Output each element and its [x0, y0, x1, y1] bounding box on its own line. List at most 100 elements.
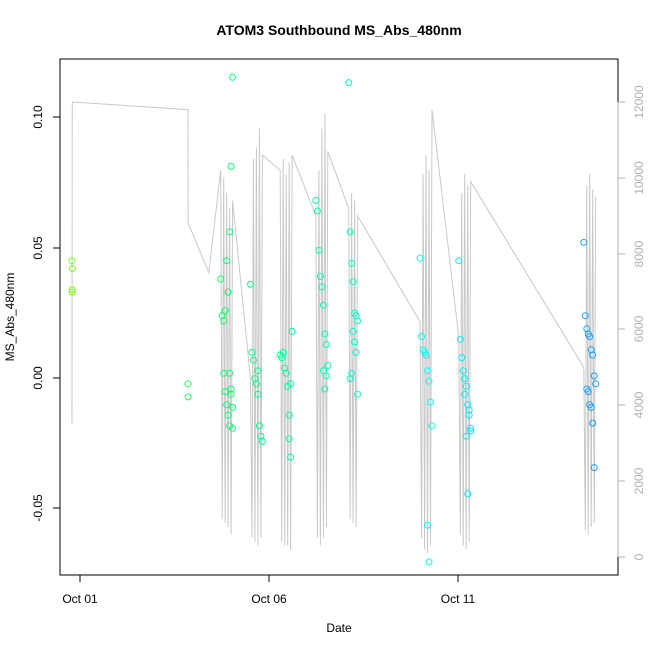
x-axis-label: Date: [326, 621, 352, 635]
data-point: [424, 367, 431, 375]
data-point: [223, 257, 231, 265]
y-right-tick-label: 8000: [632, 240, 646, 267]
y-tick-label: -0.05: [31, 494, 45, 522]
y-tick-label: 0.10: [31, 105, 45, 129]
data-point: [462, 432, 470, 440]
data-point: [258, 437, 266, 445]
data-point: [349, 278, 357, 286]
data-point: [425, 558, 433, 566]
data-point: [224, 288, 232, 296]
data-point: [321, 330, 329, 338]
depth-profile-line: [71, 101, 597, 554]
y-axis-left: -0.05 0.00 0.05 0.10: [31, 105, 61, 522]
y-right-tick-label: 4000: [632, 391, 646, 418]
data-point: [247, 280, 254, 288]
data-point: [584, 388, 592, 396]
data-point: [68, 288, 76, 296]
data-point: [458, 354, 466, 362]
data-point: [252, 380, 260, 388]
data-point: [255, 422, 263, 430]
data-point: [354, 390, 362, 398]
data-point: [221, 388, 229, 396]
data-point: [427, 398, 434, 406]
data-point: [282, 369, 290, 377]
data-point: [229, 403, 237, 411]
data-point: [346, 228, 354, 236]
data-point: [224, 411, 232, 419]
data-point: [424, 521, 431, 529]
data-point: [346, 375, 354, 383]
data-point: [184, 380, 192, 388]
data-point: [217, 275, 225, 283]
data-point: [68, 257, 76, 265]
data-point: [456, 335, 464, 343]
data-point: [226, 369, 234, 377]
data-point: [68, 265, 76, 272]
data-point: [68, 286, 76, 293]
y-right-tick-label: 2000: [632, 467, 646, 494]
data-point: [467, 424, 475, 432]
data-point: [464, 490, 472, 498]
data-point: [221, 307, 229, 314]
data-point: [465, 411, 473, 419]
data-point: [287, 453, 295, 461]
x-tick-label: Oct 01: [62, 592, 98, 606]
data-point: [581, 312, 589, 320]
data-points-layer: [68, 73, 600, 566]
data-point: [249, 356, 257, 364]
data-point: [227, 390, 235, 398]
data-point: [315, 246, 323, 254]
y-right-tick-label: 6000: [632, 315, 646, 342]
data-point: [321, 385, 329, 393]
data-point: [254, 367, 262, 375]
data-point: [229, 73, 237, 81]
data-point: [462, 382, 470, 390]
y-tick-label: 0.05: [31, 236, 45, 260]
x-tick-label: Oct 11: [441, 592, 476, 606]
y-right-tick-label: 0: [632, 553, 646, 560]
x-tick-label: Oct 06: [251, 592, 287, 606]
data-point: [467, 427, 475, 435]
data-point: [461, 375, 469, 383]
data-point: [322, 341, 330, 348]
plot-frame: [59, 58, 619, 576]
data-point: [229, 424, 237, 432]
data-point: [354, 317, 362, 325]
data-point: [416, 254, 424, 262]
y-axis-label: MS_Abs_480nm: [3, 273, 17, 362]
data-point: [351, 338, 359, 346]
data-point: [319, 301, 327, 309]
data-point: [465, 406, 473, 414]
data-point: [455, 257, 463, 265]
data-point: [313, 207, 321, 215]
data-point: [254, 390, 262, 398]
data-point: [227, 162, 235, 170]
data-point: [226, 228, 234, 236]
data-point: [589, 419, 597, 427]
data-point: [583, 325, 591, 333]
data-point: [428, 422, 436, 430]
data-point: [425, 377, 433, 385]
data-point: [587, 403, 595, 411]
data-point: [348, 259, 356, 267]
data-point: [227, 385, 235, 393]
data-point: [586, 333, 594, 341]
data-point: [589, 351, 597, 359]
data-point: [459, 367, 467, 375]
data-point: [418, 333, 426, 341]
data-point: [422, 351, 430, 359]
data-point: [223, 401, 231, 409]
data-point: [318, 283, 326, 291]
data-point: [349, 327, 357, 335]
data-point: [324, 362, 332, 369]
data-point: [285, 411, 293, 419]
data-point: [590, 464, 598, 472]
data-point: [592, 380, 600, 388]
data-point: [316, 272, 324, 280]
chart-title: ATOM3 Southbound MS_Abs_480nm: [216, 22, 461, 38]
data-point: [287, 380, 295, 388]
data-point: [248, 348, 256, 356]
data-point: [184, 393, 192, 401]
data-point: [279, 348, 287, 356]
data-point: [461, 390, 469, 398]
